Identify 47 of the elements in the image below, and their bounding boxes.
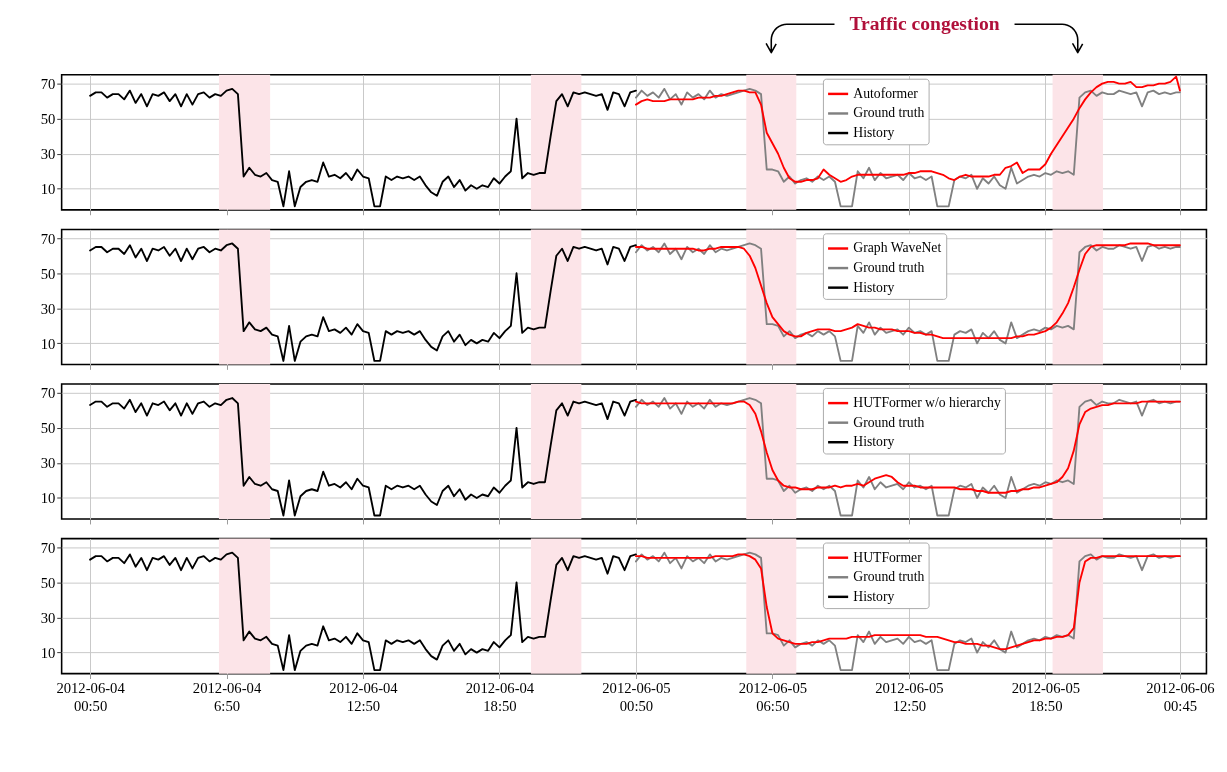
legend-label: Ground truth [853, 259, 925, 275]
y-tick-label: 10 [40, 490, 56, 507]
y-tick-label: 10 [40, 181, 56, 198]
x-tick-label: 2012-06-04 12:50 [329, 679, 399, 715]
line-series [635, 553, 1181, 651]
line-series [635, 242, 1181, 340]
x-tick-label: 2012-06-06 00:45 [1146, 679, 1215, 715]
legend-label: History [853, 588, 895, 604]
y-tick-label: 50 [40, 574, 56, 591]
legend-label: History [853, 279, 895, 295]
legend-label: History [853, 434, 895, 450]
y-tick-label: 30 [40, 300, 56, 317]
text: Traffic congestion [849, 13, 1000, 35]
x-tick-label: 2012-06-05 18:50 [1011, 679, 1081, 715]
legend-label: Autoformer [853, 85, 919, 101]
y-tick-label: 30 [40, 609, 56, 626]
y-tick-label: 70 [40, 539, 56, 556]
x-tick-label: 2012-06-04 00:50 [56, 679, 126, 715]
legend-label: HUTFormer [853, 549, 923, 565]
y-tick-label: 10 [40, 335, 56, 352]
x-tick-label: 2012-06-04 18:50 [465, 679, 535, 715]
y-tick-label: 30 [40, 455, 56, 472]
y-tick-label: 30 [40, 146, 56, 163]
line-series [635, 87, 1181, 208]
line-series [89, 87, 637, 208]
y-tick-label: 50 [40, 111, 56, 128]
legend-label: HUTFormer w/o hierarchy [853, 395, 1001, 411]
x-tick-label: 2012-06-04 6:50 [192, 679, 262, 715]
line-series [635, 75, 1181, 183]
legend-label: Ground truth [853, 414, 925, 430]
x-tick-label: 2012-06-05 06:50 [738, 679, 808, 715]
y-tick-label: 10 [40, 644, 56, 661]
legend-label: Ground truth [853, 105, 925, 121]
legend-label: History [853, 124, 895, 140]
x-tick-label: 2012-06-05 00:50 [602, 679, 671, 715]
y-tick-label: 70 [40, 75, 56, 92]
y-tick-label: 70 [40, 230, 56, 247]
line-series [89, 397, 637, 517]
line-series [89, 242, 637, 362]
y-tick-label: 50 [40, 265, 56, 282]
x-tick-label: 2012-06-05 12:50 [875, 679, 944, 715]
line-series [635, 242, 1181, 362]
y-tick-label: 50 [40, 420, 56, 437]
line-series [89, 551, 637, 672]
legend-label: Graph WaveNet [853, 240, 942, 256]
legend-label: Ground truth [853, 569, 925, 585]
y-tick-label: 70 [40, 385, 56, 402]
